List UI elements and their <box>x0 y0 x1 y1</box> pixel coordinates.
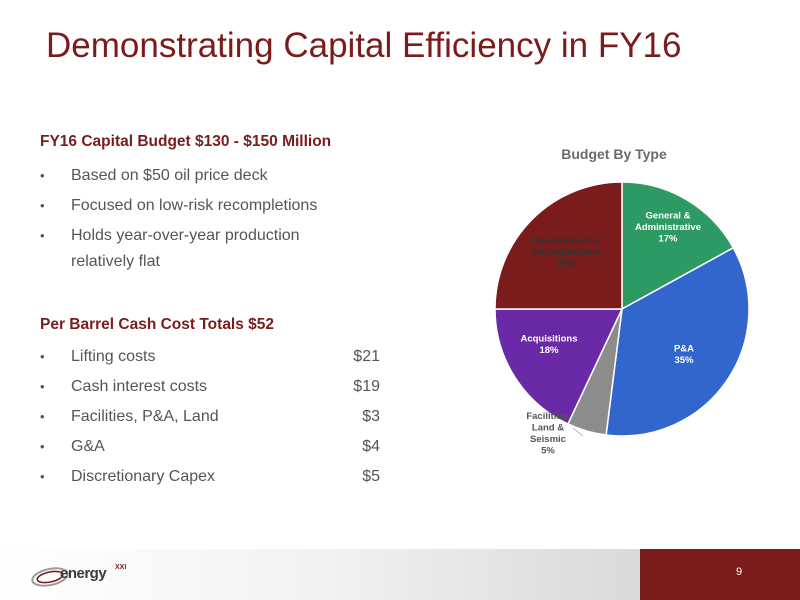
bullet-icon: • <box>40 349 45 364</box>
cost-value: $19 <box>353 378 380 395</box>
pie-slice-label: Facilities, Land & Seismic 5% <box>526 411 569 457</box>
cost-bullet-list: • Lifting costs $21 • Cash interest cost… <box>40 344 380 494</box>
budget-bullet-text: Focused on low-risk recompletions <box>71 197 318 214</box>
cost-label: Lifting costs <box>71 348 156 365</box>
logo-swoosh-icon <box>31 567 69 587</box>
logo-word: energy <box>60 565 107 582</box>
budget-heading: FY16 Capital Budget $130 - $150 Million <box>40 133 332 150</box>
cost-row: • Cash interest costs $19 <box>40 374 380 400</box>
cost-label: Discretionary Capex <box>71 468 216 485</box>
company-logo: energy XXI <box>30 562 140 592</box>
budget-bullet-text: Holds year-over-year production relative… <box>71 227 300 270</box>
bullet-icon: • <box>40 439 45 454</box>
cost-label: Cash interest costs <box>71 378 208 395</box>
budget-bullet: • Based on $50 oil price deck <box>40 163 380 189</box>
budget-bullet-text: Based on $50 oil price deck <box>71 167 268 184</box>
pie-slice <box>494 181 623 310</box>
cost-value: $4 <box>362 438 380 455</box>
pie-slice-label: General & Administrative 17% <box>635 211 701 245</box>
pie-slice <box>621 181 735 311</box>
pie-slice <box>494 308 624 425</box>
bullet-icon: • <box>40 379 45 394</box>
pie-slice <box>605 246 750 437</box>
cost-value: $5 <box>362 468 380 485</box>
bullet-icon: • <box>40 198 45 213</box>
slide-title: Demonstrating Capital Efficiency in FY16 <box>46 26 682 65</box>
logo-superscript: XXI <box>115 564 127 571</box>
cost-row: • Facilities, P&A, Land $3 <box>40 404 380 430</box>
bullet-icon: • <box>40 228 45 243</box>
leader-line <box>572 427 584 437</box>
cost-row: • Lifting costs $21 <box>40 344 380 370</box>
cost-heading: Per Barrel Cash Cost Totals $52 <box>40 316 275 333</box>
bullet-icon: • <box>40 168 45 183</box>
cost-label: Facilities, P&A, Land <box>71 408 219 425</box>
cost-label: G&A <box>71 438 105 455</box>
pie-slice-label: P&A 35% <box>674 343 694 366</box>
pie-slice-label: Development & Recompletions 25% <box>531 236 600 270</box>
budget-bullet: • Holds year-over-year production relati… <box>40 223 340 275</box>
budget-bullet-list: • Based on $50 oil price deck • Focused … <box>40 163 380 279</box>
cost-row: • Discretionary Capex $5 <box>40 464 380 490</box>
chart-title: Budget By Type <box>561 146 667 162</box>
bullet-icon: • <box>40 469 45 484</box>
bullet-icon: • <box>40 409 45 424</box>
page-number: 9 <box>736 566 743 578</box>
pie-slice-label: Acquisitions 18% <box>520 333 577 356</box>
cost-row: • G&A $4 <box>40 434 380 460</box>
budget-bullet: • Focused on low-risk recompletions <box>40 193 380 219</box>
cost-value: $21 <box>353 348 380 365</box>
cost-value: $3 <box>362 408 380 425</box>
footer-accent <box>640 549 800 600</box>
